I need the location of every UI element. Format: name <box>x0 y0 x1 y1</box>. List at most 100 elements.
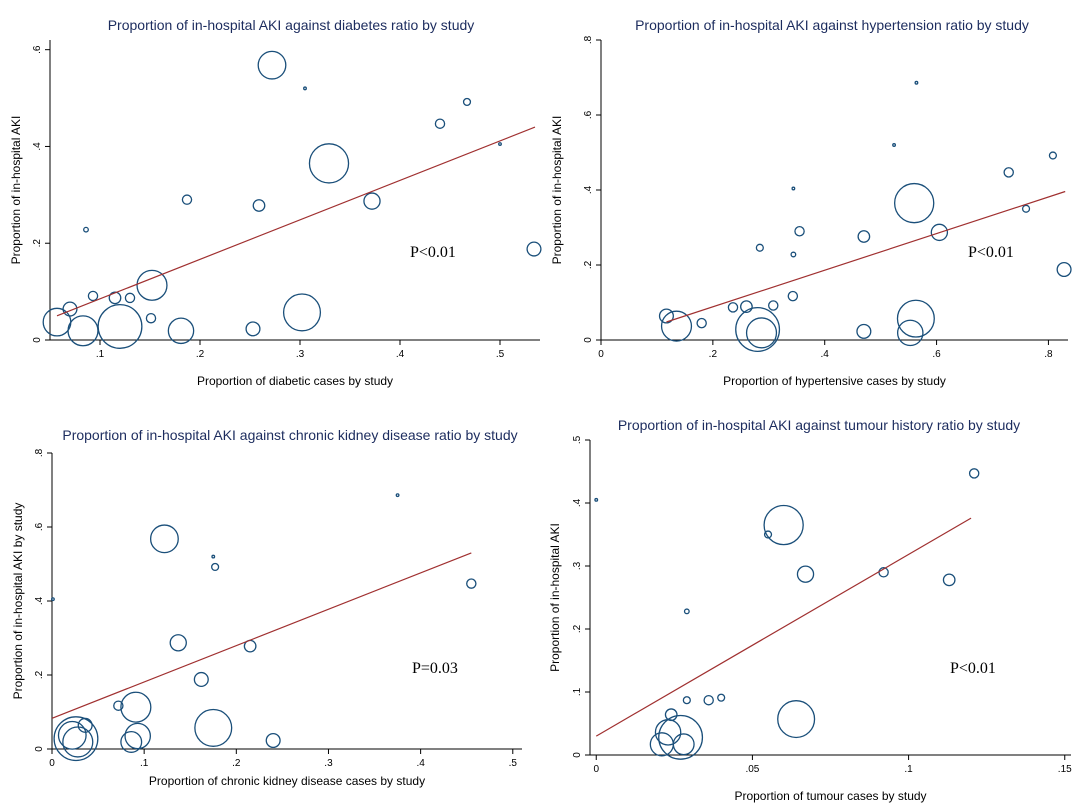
y-axis-label: Proportion of in-hospital AKI <box>9 116 23 265</box>
x-tick-label: .2 <box>709 349 718 360</box>
y-tick-label: .3 <box>572 561 583 570</box>
study-bubble <box>914 80 919 85</box>
study-bubble <box>794 225 805 237</box>
y-axis-label: Proportion of in-hospital AKI <box>548 523 562 672</box>
study-bubble <box>658 714 704 760</box>
x-tick-label: .4 <box>821 349 830 360</box>
study-bubble <box>790 251 797 258</box>
study-bubble <box>763 530 773 539</box>
study-bubble <box>67 315 99 347</box>
study-bubble <box>942 573 956 587</box>
y-tick-label: .6 <box>32 45 43 54</box>
study-bubble <box>763 504 804 546</box>
study-bubble <box>1048 151 1057 160</box>
x-tick-label: .2 <box>196 349 205 360</box>
study-bubble <box>594 497 599 502</box>
study-bubble <box>257 50 287 80</box>
study-bubble <box>740 300 753 314</box>
y-tick-label: 0 <box>34 746 45 752</box>
study-bubble <box>892 143 897 147</box>
study-bubble <box>755 243 764 252</box>
study-bubble <box>363 192 381 210</box>
study-bubble <box>896 319 924 347</box>
y-tick-label: .2 <box>583 260 594 269</box>
study-bubble <box>167 317 195 345</box>
study-bubble <box>682 696 691 705</box>
study-bubble <box>658 308 674 324</box>
chart-title: Proportion of in-hospital AKI against tu… <box>618 417 1020 433</box>
chart-title: Proportion of in-hospital AKI against di… <box>108 17 475 33</box>
study-bubble <box>856 323 872 339</box>
p-value-annotation: P<0.01 <box>410 244 456 261</box>
study-bubble <box>53 716 99 762</box>
study-bubble <box>282 293 322 332</box>
y-tick-label: .4 <box>32 142 43 151</box>
study-bubble <box>181 194 193 205</box>
p-value-annotation: P<0.01 <box>968 244 1014 261</box>
x-tick-label: .1 <box>904 764 913 775</box>
x-tick-label: .15 <box>1058 764 1072 775</box>
x-tick-label: .2 <box>232 758 241 769</box>
y-tick-label: .6 <box>34 522 45 531</box>
y-tick-label: 0 <box>572 752 583 758</box>
x-axis-label: Proportion of hypertensive cases by stud… <box>723 374 946 388</box>
x-tick-label: .1 <box>96 349 105 360</box>
study-bubble <box>265 732 281 749</box>
study-bubble <box>683 608 690 615</box>
y-tick-label: .2 <box>572 624 583 633</box>
y-tick-label: .2 <box>32 239 43 248</box>
x-axis-label: Proportion of diabetic cases by study <box>197 374 393 388</box>
study-bubble <box>120 730 143 753</box>
study-bubble <box>735 306 781 352</box>
study-bubble <box>124 722 152 750</box>
x-tick-label: .1 <box>140 758 149 769</box>
x-tick-label: .6 <box>932 349 941 360</box>
study-bubble <box>97 303 143 349</box>
study-bubble <box>124 292 136 304</box>
x-tick-label: .3 <box>296 349 305 360</box>
chart-panel-2: Proportion of in-hospital AKI against hy… <box>550 17 1072 388</box>
study-bubble <box>896 299 935 338</box>
study-bubble <box>466 578 477 589</box>
study-bubble <box>169 634 187 652</box>
y-tick-label: 0 <box>583 337 594 343</box>
regression-line <box>56 126 536 317</box>
study-bubble <box>245 321 261 337</box>
x-tick-label: 0 <box>598 349 604 360</box>
study-bubble <box>796 565 815 583</box>
x-axis-label: Proportion of chronic kidney disease cas… <box>149 774 425 788</box>
study-bubble <box>434 118 446 129</box>
x-axis-label: Proportion of tumour cases by study <box>734 789 926 803</box>
chart-panel-1: Proportion of in-hospital AKI against di… <box>9 17 542 388</box>
study-bubble <box>1003 167 1014 178</box>
y-tick-label: .4 <box>34 596 45 605</box>
study-bubble <box>660 310 693 342</box>
study-bubble <box>303 86 307 91</box>
study-bubble <box>1056 261 1072 278</box>
regression-line <box>51 552 472 719</box>
study-bubble <box>777 700 816 739</box>
x-tick-label: .4 <box>396 349 405 360</box>
x-tick-label: .8 <box>1044 349 1053 360</box>
study-bubble <box>717 693 726 702</box>
study-bubble <box>893 182 935 224</box>
y-tick-label: .8 <box>34 448 45 457</box>
study-bubble <box>768 300 779 311</box>
y-tick-label: .2 <box>34 670 45 679</box>
study-bubble <box>857 230 871 243</box>
study-bubble <box>703 694 714 706</box>
p-value-annotation: P=0.03 <box>412 660 458 677</box>
x-tick-label: .5 <box>509 758 518 769</box>
study-bubble <box>526 241 542 257</box>
study-bubble <box>193 671 209 687</box>
chart-panel-4: Proportion of in-hospital AKI against tu… <box>548 417 1072 803</box>
y-tick-label: 0 <box>32 337 43 343</box>
x-tick-label: .05 <box>745 764 759 775</box>
y-tick-label: .4 <box>583 185 594 194</box>
study-bubble <box>57 720 87 750</box>
study-bubble <box>108 291 122 305</box>
chart-title: Proportion of in-hospital AKI against ch… <box>62 427 517 443</box>
study-bubble <box>696 317 707 329</box>
regression-line <box>595 517 972 737</box>
